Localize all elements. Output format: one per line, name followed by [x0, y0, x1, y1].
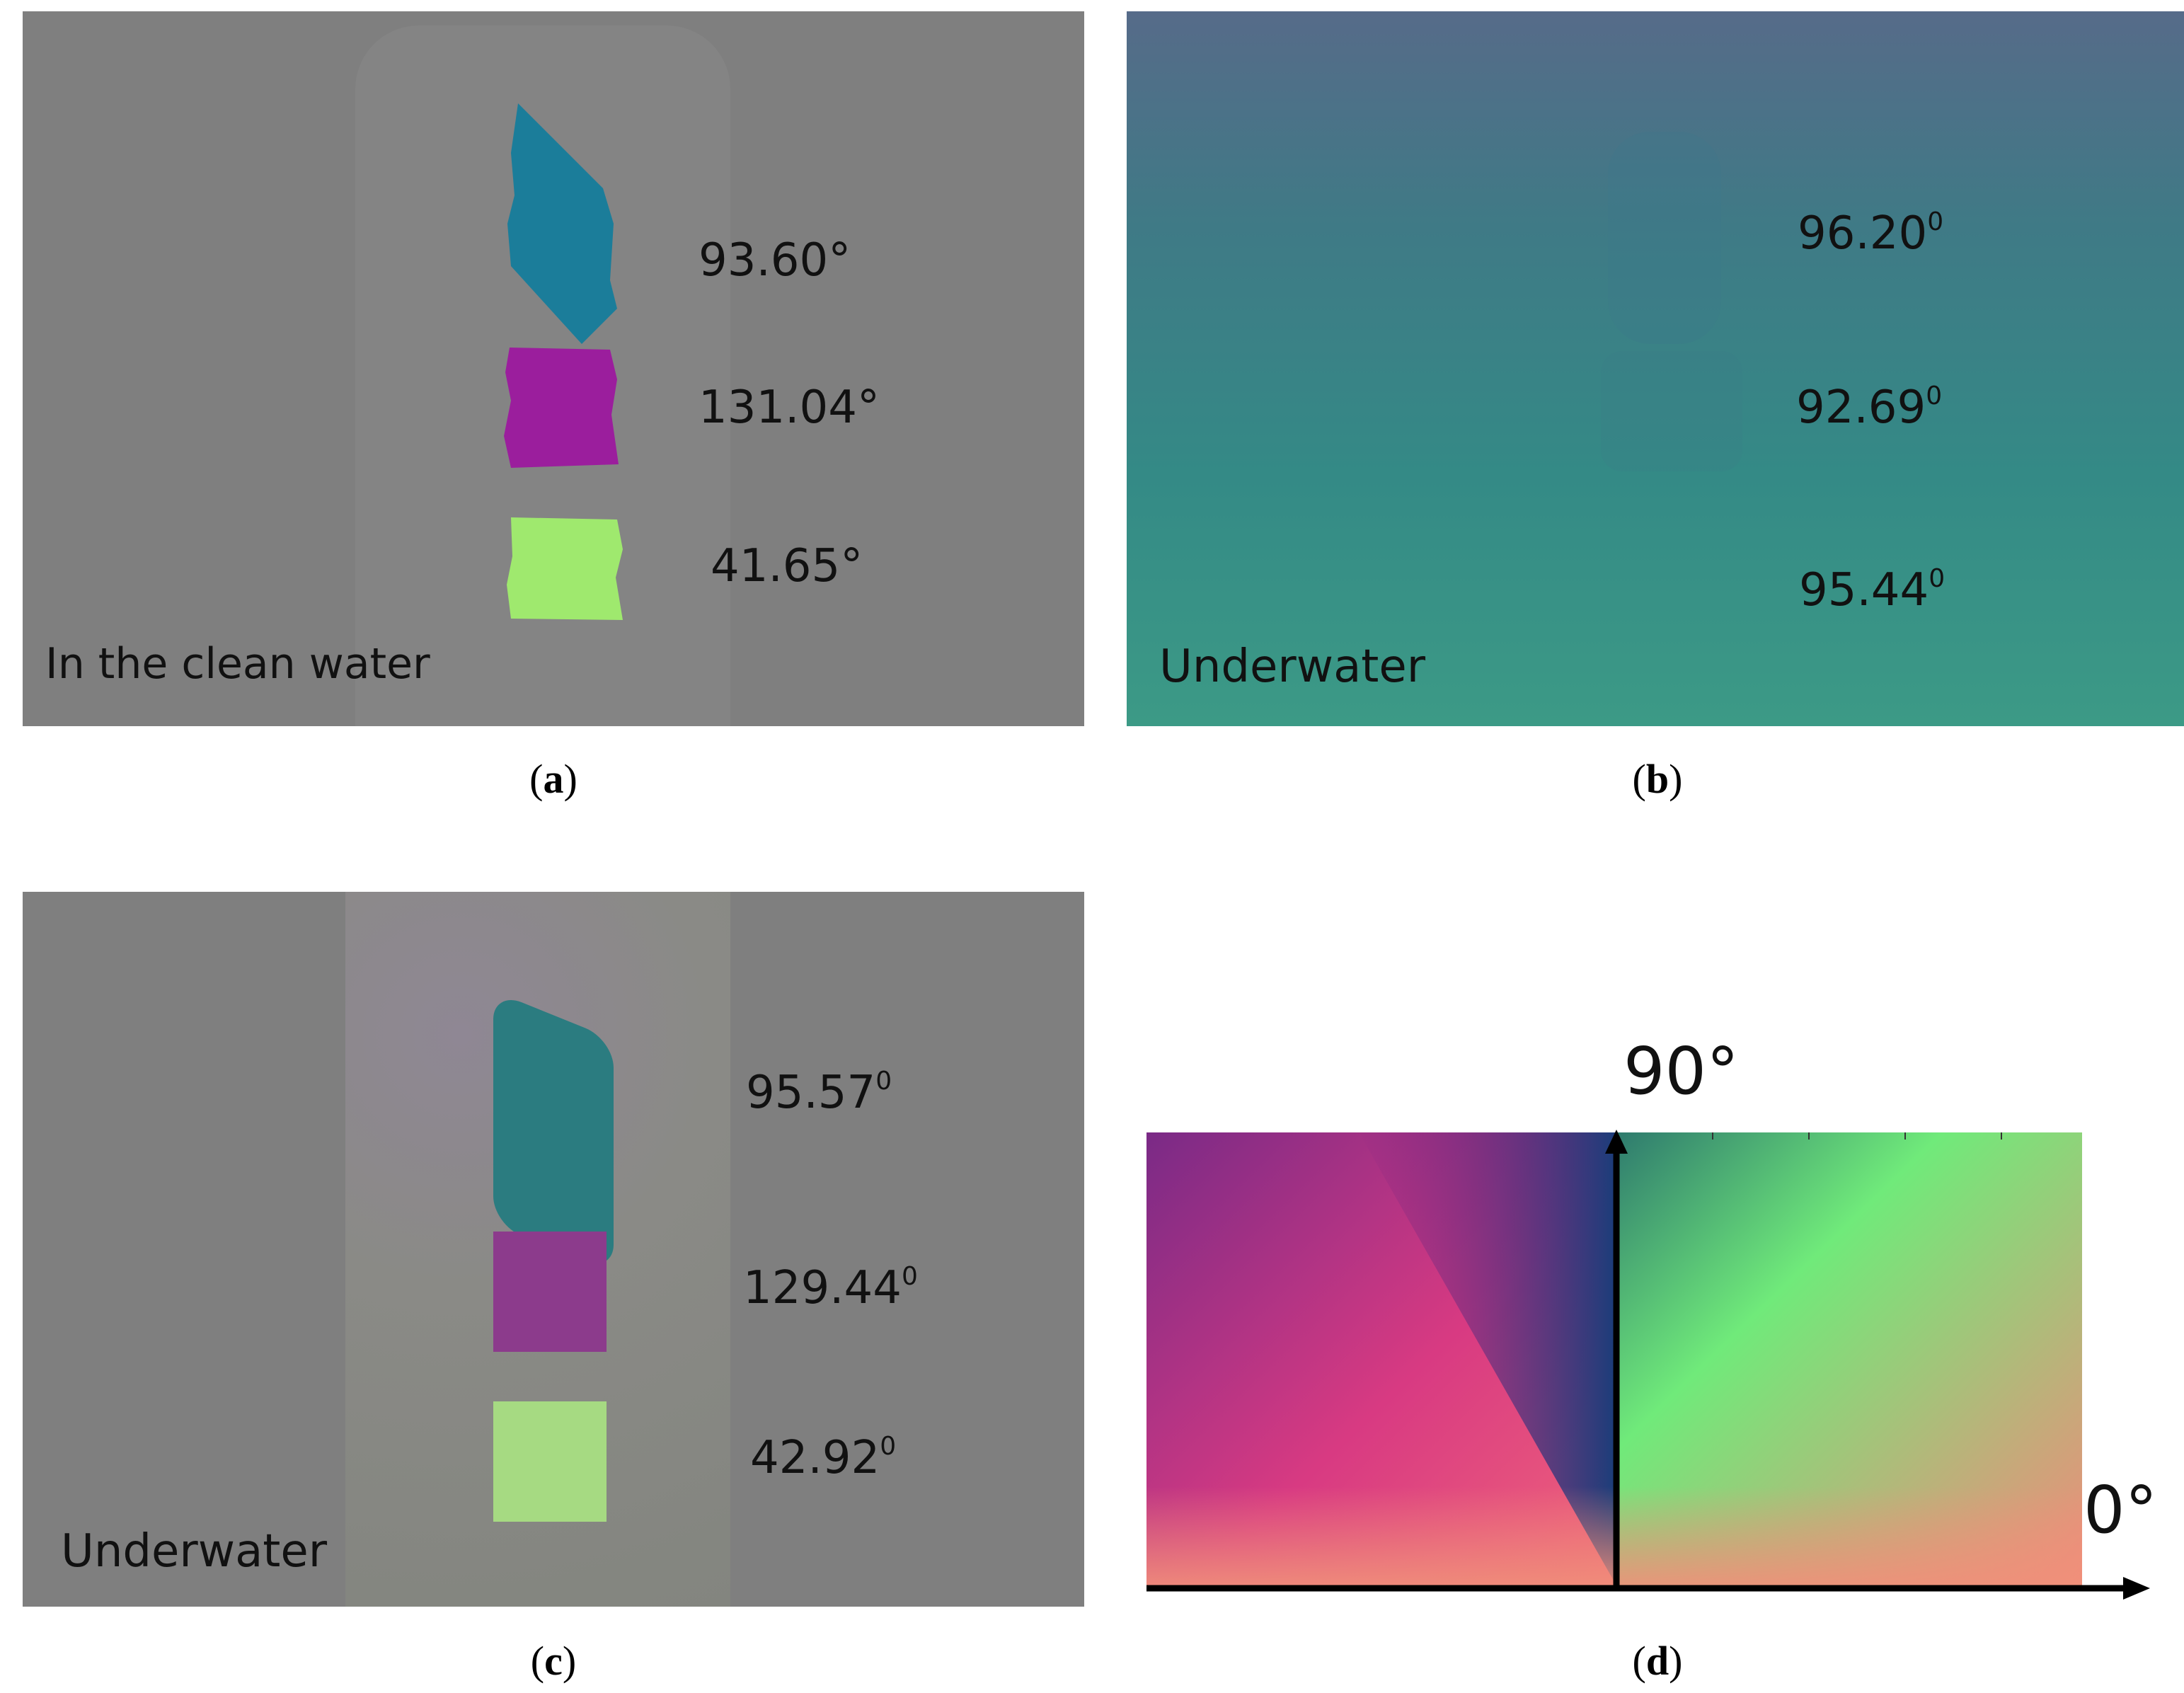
patch-green	[493, 1401, 607, 1522]
caption-a: (a)	[529, 756, 577, 802]
caption-b: (b)	[1632, 756, 1683, 802]
value-label-1: 93.60°	[699, 234, 851, 287]
colormap-legend	[1146, 1130, 2150, 1600]
corner-label: Underwater	[1159, 641, 1426, 693]
patch-magenta	[504, 348, 619, 468]
value-label-2: 92.690	[1796, 381, 1943, 434]
panel-c-image: 95.570 129.440 42.920 Underwater	[23, 892, 1084, 1607]
caption-d: (d)	[1632, 1638, 1683, 1684]
panel-a-image: 93.60° 131.04° 41.65° In the clean water	[23, 11, 1084, 726]
patches-a	[504, 103, 623, 620]
faint-shape-2	[1601, 351, 1742, 471]
label-0-degrees: 0°	[2084, 1472, 2158, 1548]
value-label-3: 42.920	[750, 1432, 897, 1484]
label-90-degrees: 90°	[1623, 1033, 1740, 1109]
patch-green	[507, 517, 623, 620]
value-label-3: 41.65°	[711, 540, 863, 592]
caption-c: (c)	[530, 1638, 577, 1684]
patch-magenta	[493, 1232, 607, 1352]
value-label-3: 95.440	[1799, 564, 1946, 616]
colormap-dark-wedge	[1359, 1132, 1616, 1585]
value-label-2: 131.04°	[699, 381, 880, 434]
value-label-2: 129.440	[743, 1262, 918, 1314]
faint-shape-1	[1608, 132, 1721, 344]
top-ticks	[1712, 1132, 2002, 1140]
panel-b-image: 96.200 92.690 95.440 Underwater	[1127, 11, 2184, 726]
x-axis-arrow	[2123, 1577, 2150, 1600]
y-axis-arrow	[1605, 1130, 1628, 1154]
value-label-1: 95.570	[746, 1067, 892, 1119]
corner-label: Underwater	[61, 1525, 328, 1578]
value-label-1: 96.200	[1798, 207, 1944, 260]
corner-label: In the clean water	[45, 639, 430, 689]
patch-teal	[507, 103, 617, 344]
